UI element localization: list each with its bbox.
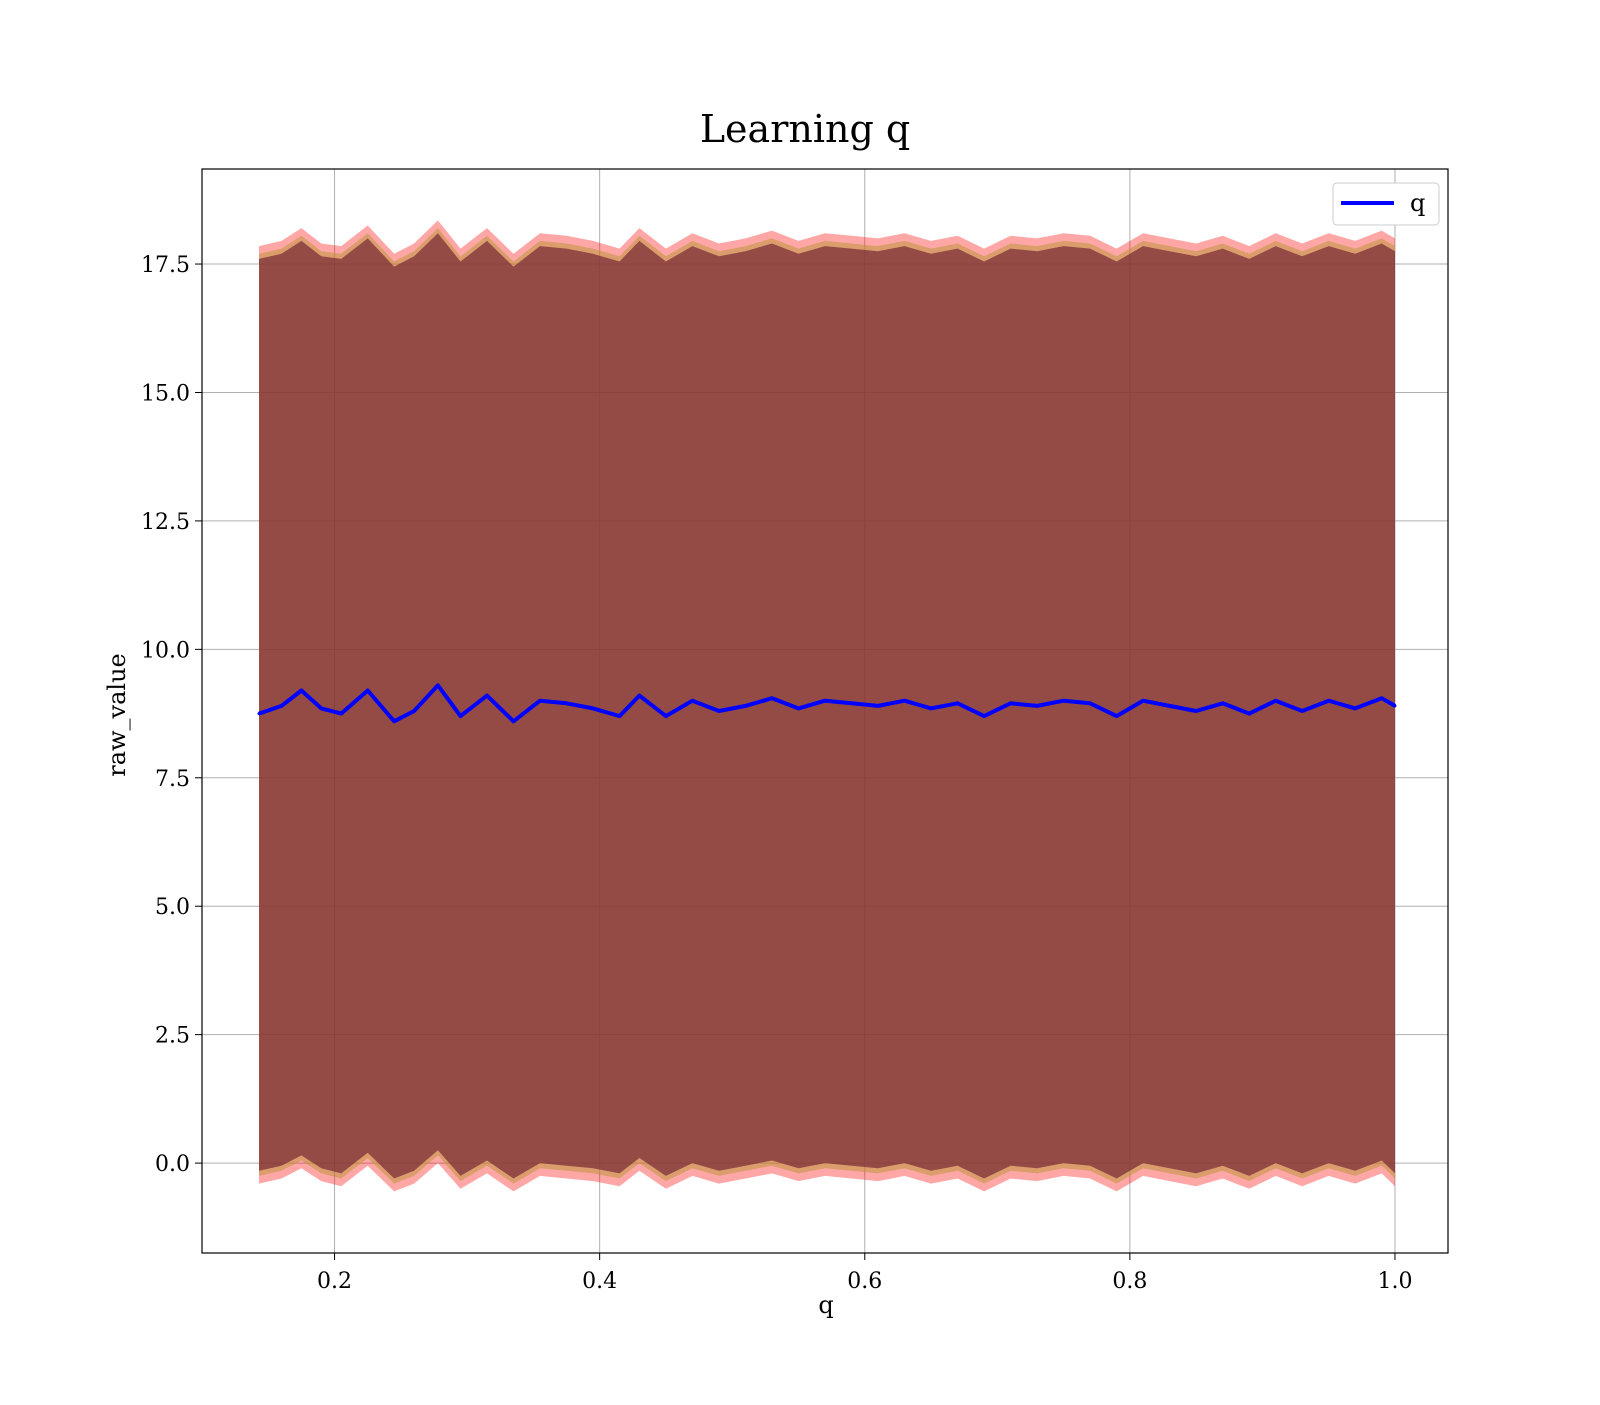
series-point: [257, 712, 261, 716]
series-point: [280, 704, 284, 708]
series-point: [743, 704, 747, 708]
x-tick-label: 0.4: [582, 1269, 617, 1294]
x-tick-label: 0.8: [1112, 1269, 1147, 1294]
series-point: [392, 719, 396, 723]
series-point: [1221, 701, 1225, 705]
series-point: [903, 699, 907, 703]
series-point: [1009, 701, 1013, 705]
x-tick-label: 1.0: [1377, 1269, 1412, 1294]
y-tick-label: 15.0: [141, 381, 190, 406]
y-tick-label: 10.0: [141, 638, 190, 663]
x-axis-label: q: [818, 1291, 833, 1319]
series-point: [436, 683, 440, 687]
series-point: [982, 714, 986, 718]
series-point: [956, 701, 960, 705]
tick-layer: 0.2 0.4 0.6 0.8 1.0 0.0 2.5 5.0 7.5 10.0 12.5 15.0 1…: [141, 253, 1412, 1294]
y-axis-label: raw_value: [103, 653, 131, 777]
y-tick-label: 12.5: [141, 510, 190, 535]
series-point: [1300, 709, 1304, 713]
series-point: [1380, 696, 1384, 700]
series-point: [1088, 701, 1092, 705]
line-layer: [257, 683, 1397, 724]
series-point: [1168, 704, 1172, 708]
series-point: [690, 699, 694, 703]
series-point: [458, 714, 462, 718]
series-point: [850, 701, 854, 705]
series-point: [876, 704, 880, 708]
series-point: [299, 688, 303, 692]
band-layer: [259, 220, 1395, 1192]
series-point: [366, 688, 370, 692]
series-point: [485, 694, 489, 698]
y-tick-label: 7.5: [155, 767, 190, 792]
series-point: [1247, 712, 1251, 716]
series-point: [565, 701, 569, 705]
series-point: [929, 706, 933, 710]
legend-label-q: q: [1410, 189, 1425, 217]
y-tick-label: 17.5: [141, 253, 190, 278]
chart-title: Learning q: [700, 107, 910, 151]
series-point: [1327, 699, 1331, 703]
series-point: [1353, 706, 1357, 710]
series-point: [339, 712, 343, 716]
series-point: [1141, 699, 1145, 703]
series-point: [512, 719, 515, 723]
series-point: [1194, 709, 1198, 713]
series-point: [796, 706, 800, 710]
series-line-q: [258, 683, 1397, 724]
series-point: [319, 706, 323, 710]
y-tick-label: 2.5: [155, 1024, 190, 1049]
series-point: [664, 714, 668, 718]
series-point: [770, 696, 774, 700]
series-point: [1062, 699, 1066, 703]
series-point: [618, 714, 622, 718]
series-point: [637, 694, 641, 698]
series-point: [1115, 714, 1119, 718]
series-point: [591, 706, 595, 710]
x-tick-label: 0.6: [847, 1269, 882, 1294]
series-point: [1274, 699, 1278, 703]
inner-band: [259, 233, 1395, 1179]
legend: q: [1332, 182, 1440, 226]
series-point: [717, 709, 721, 713]
y-tick-label: 5.0: [155, 895, 190, 920]
plot-frame: [201, 168, 1449, 1254]
series-point: [823, 699, 827, 703]
series-point: [1393, 704, 1397, 708]
y-tick-label: 0.0: [155, 1152, 190, 1177]
x-tick-label: 0.2: [317, 1269, 352, 1294]
series-point: [538, 699, 542, 703]
series-point: [412, 709, 416, 713]
series-point: [1035, 704, 1039, 708]
